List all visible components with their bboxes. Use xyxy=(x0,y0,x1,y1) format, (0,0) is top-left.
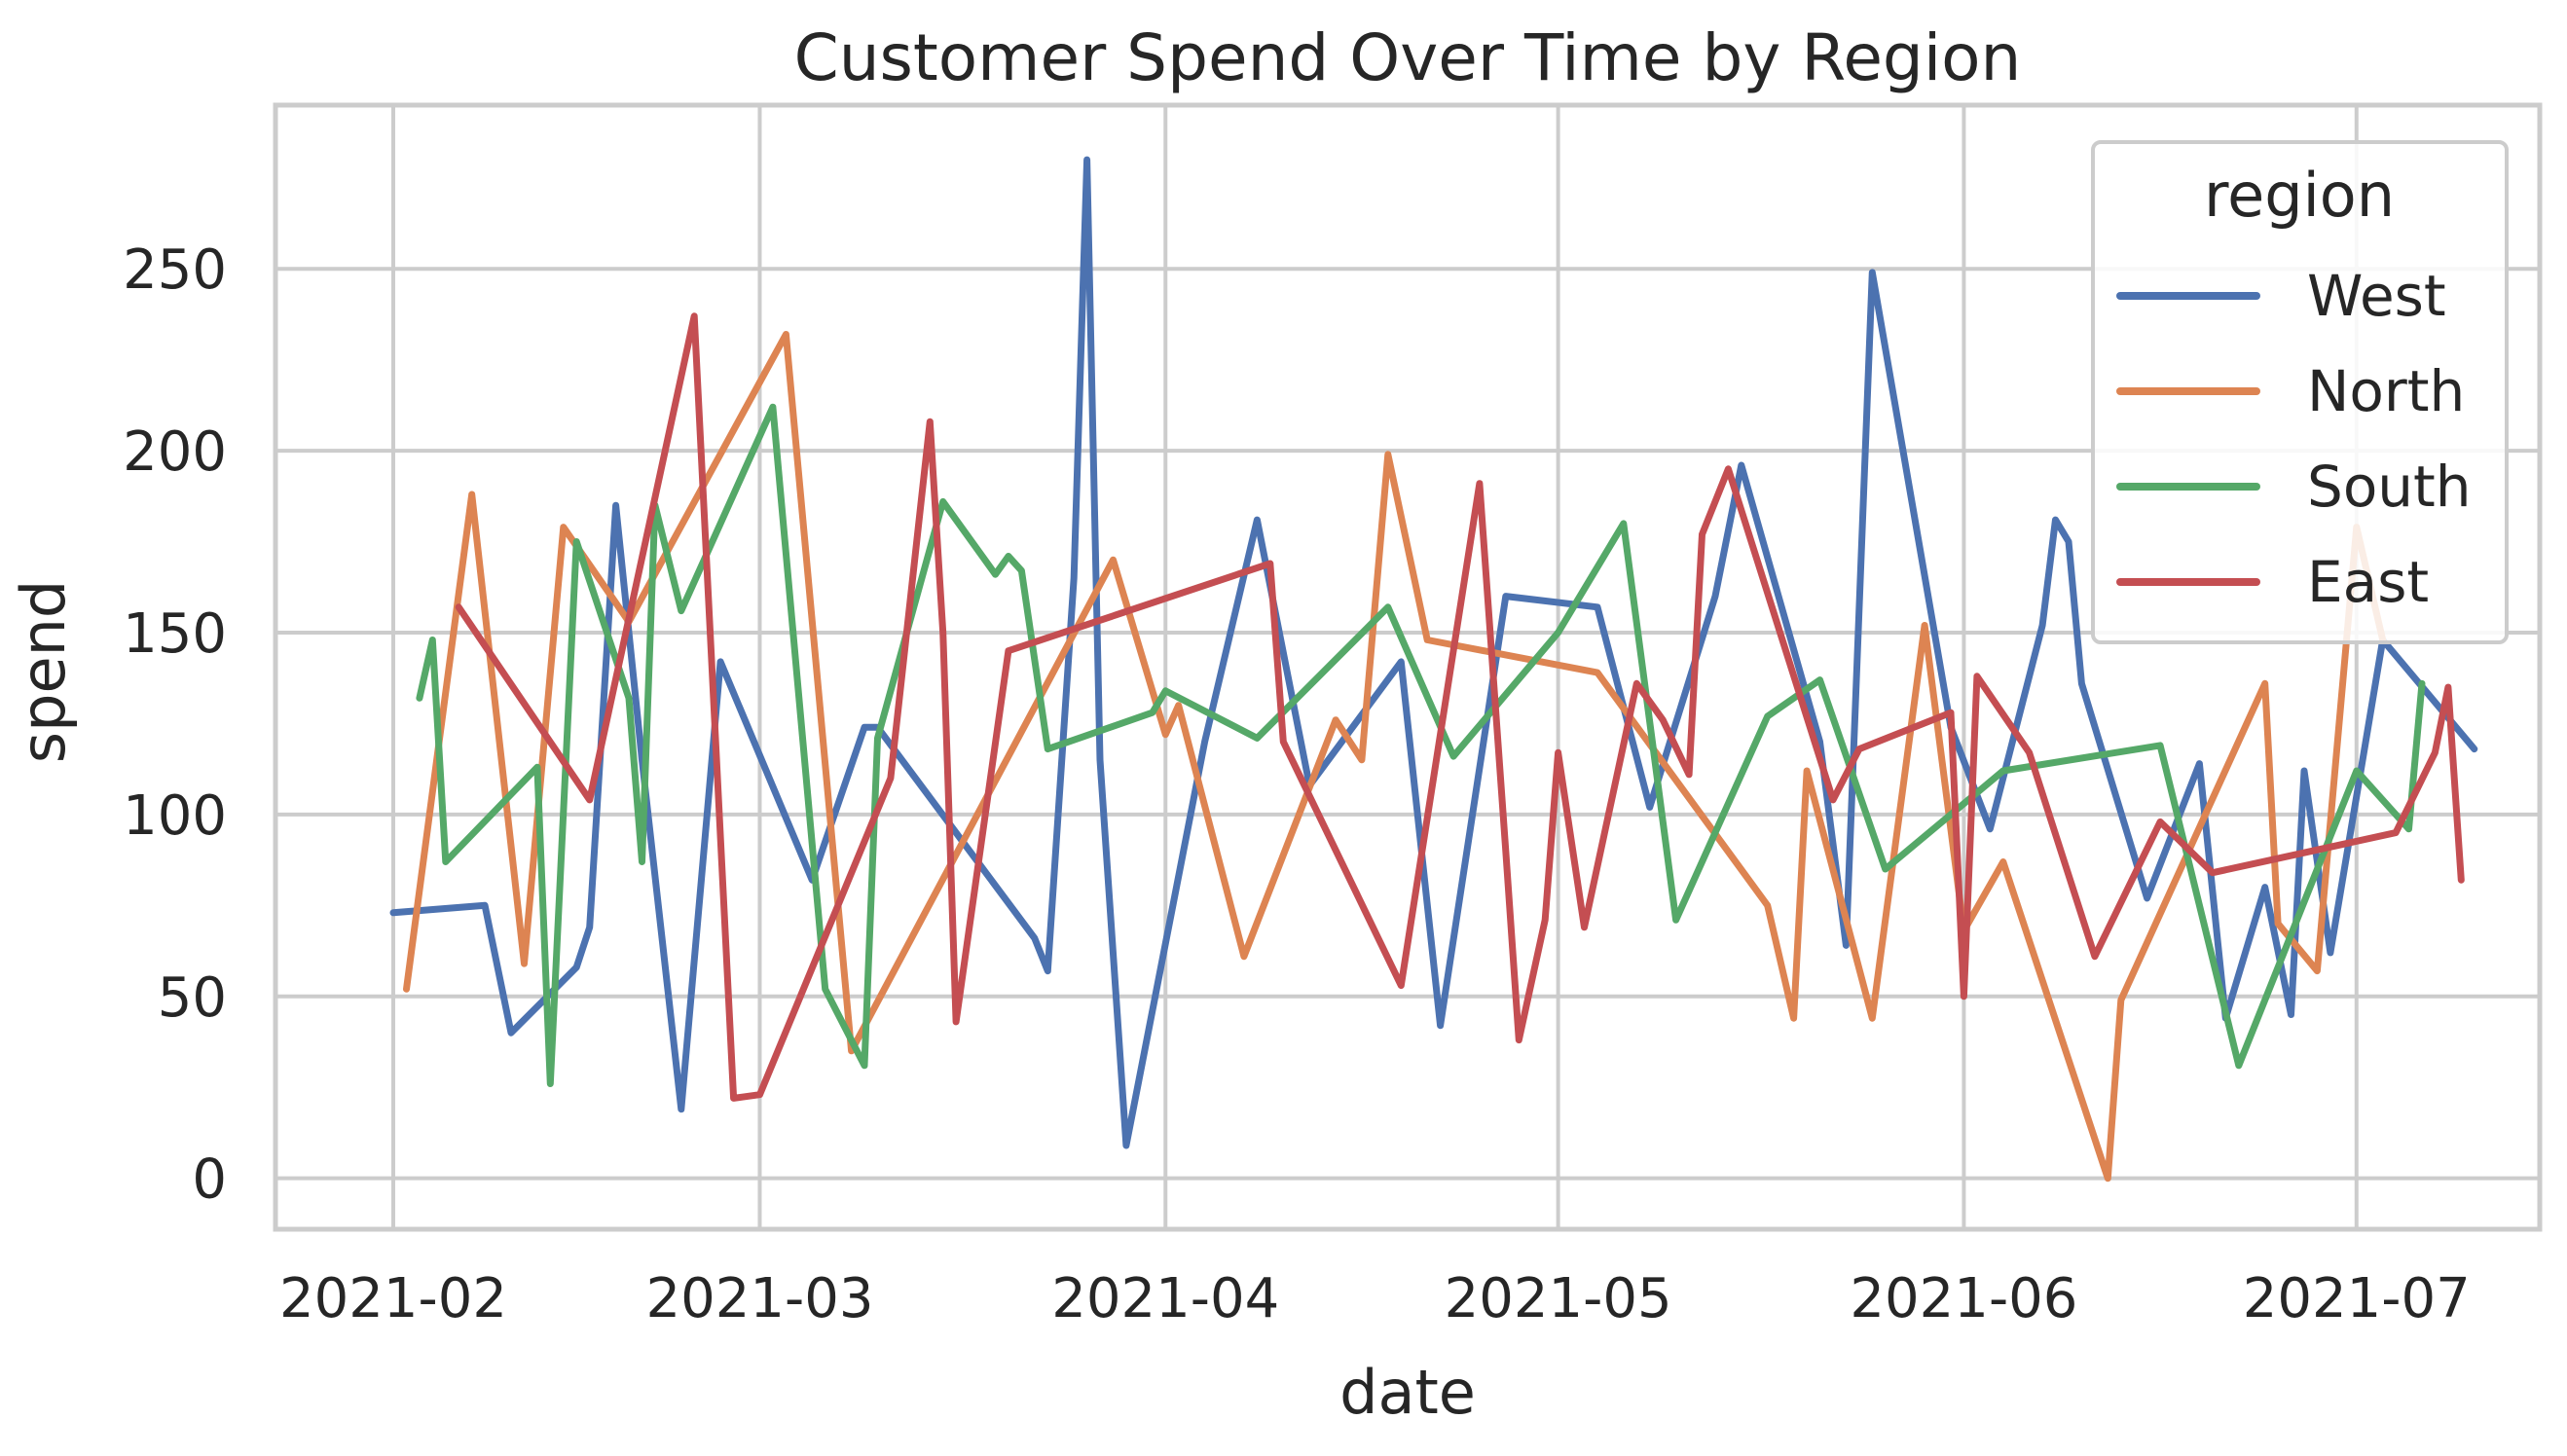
chart-title: Customer Spend Over Time by Region xyxy=(794,20,2022,95)
y-tick-label: 50 xyxy=(158,966,227,1030)
x-tick-label: 2021-05 xyxy=(1445,1267,1672,1330)
x-tick-label: 2021-02 xyxy=(279,1267,507,1330)
x-axis-label: date xyxy=(1339,1357,1476,1428)
legend-item-east: East xyxy=(2116,549,2429,615)
legend-label: East xyxy=(2307,549,2429,615)
legend-item-north: North xyxy=(2116,358,2465,424)
legend-box xyxy=(2091,140,2509,644)
y-tick-label: 150 xyxy=(123,602,227,666)
y-axis-label: spend xyxy=(8,580,79,763)
x-tick-label: 2021-04 xyxy=(1051,1267,1279,1330)
legend-items: West North South East xyxy=(2116,263,2472,615)
legend-label: West xyxy=(2307,263,2446,329)
series-line-east xyxy=(455,312,2465,1102)
x-tick-label: 2021-07 xyxy=(2243,1267,2471,1330)
y-tick-label: 100 xyxy=(123,784,227,848)
x-axis-ticks: 2021-02 2021-03 2021-04 2021-05 2021-06 2021-… xyxy=(279,1267,2471,1330)
x-tick-label: 2021-06 xyxy=(1850,1267,2077,1330)
y-tick-label: 200 xyxy=(123,420,227,484)
plot-frame xyxy=(273,102,2543,1232)
legend-label: North xyxy=(2307,358,2465,424)
y-tick-label: 0 xyxy=(192,1148,227,1212)
y-axis-ticks: 0 50 100 150 200 250 xyxy=(123,238,227,1211)
legend-item-west: West xyxy=(2116,263,2446,329)
y-tick-label: 250 xyxy=(123,238,227,302)
legend-item-south: South xyxy=(2116,454,2472,520)
legend-title: region xyxy=(2204,160,2395,231)
series-line-north xyxy=(403,331,2387,1183)
legend-label: South xyxy=(2307,454,2472,520)
series-layer xyxy=(389,156,2478,1183)
x-tick-label: 2021-03 xyxy=(645,1267,873,1330)
legend: region West North South East xyxy=(2091,140,2509,644)
